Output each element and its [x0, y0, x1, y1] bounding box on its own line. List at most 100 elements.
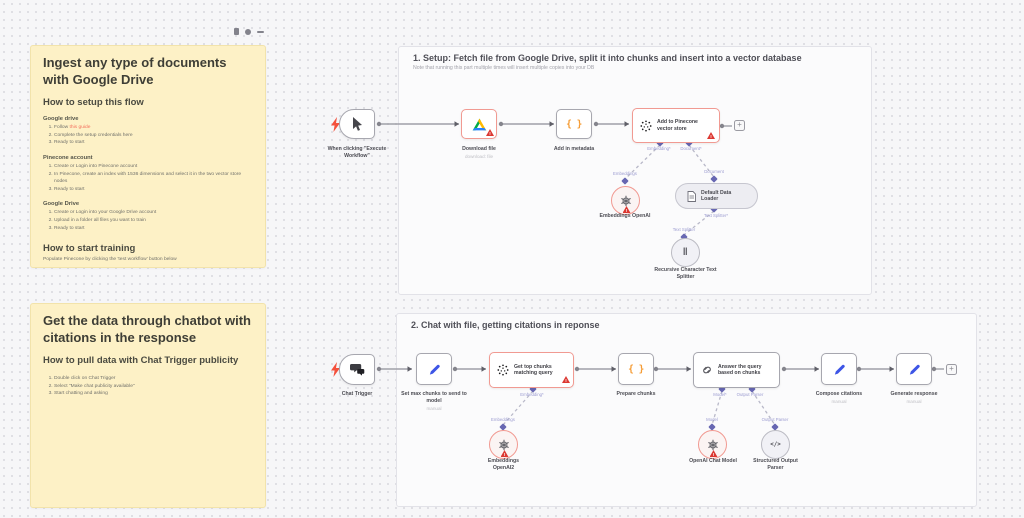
- add-node-button[interactable]: +: [734, 120, 745, 131]
- node-sublabel: download: file: [464, 154, 494, 160]
- pencil-icon: [834, 364, 845, 375]
- edit-icon[interactable]: [234, 28, 239, 35]
- node-sublabel: manual: [906, 399, 922, 405]
- braces-icon: { }: [628, 363, 644, 375]
- subnode-label: Structured Output Parser: [753, 457, 798, 471]
- subnode-default-data-loader[interactable]: Default Data Loader: [675, 183, 758, 209]
- sticky-note-ingest[interactable]: Ingest any type of documents with Google…: [30, 45, 266, 268]
- node-label: Set max chunks to send to model manual: [394, 391, 474, 412]
- sticky-title: Ingest any type of documents with Google…: [43, 55, 227, 87]
- pencil-icon: [909, 364, 920, 375]
- node-chat-trigger[interactable]: [339, 354, 375, 385]
- port-label-document: Document*: [680, 146, 702, 151]
- plus-icon: +: [949, 364, 954, 373]
- list-item: In Pinecone, create an index with 1536 d…: [54, 171, 253, 186]
- split-bars-icon: ‖: [682, 247, 689, 258]
- cursor-icon: [353, 117, 362, 131]
- subnode-label: Embeddings OpenAI2: [487, 457, 520, 471]
- subnode-embeddings-openai2[interactable]: [489, 430, 518, 459]
- section-frame-setup[interactable]: 1. Setup: Fetch file from Google Drive, …: [398, 46, 872, 295]
- node-compose-citations[interactable]: [821, 353, 857, 385]
- port-label-embedding: Embedding*: [647, 146, 671, 151]
- trigger-bolt-icon: [331, 362, 340, 377]
- warning-icon: [486, 129, 494, 136]
- openai-icon: [498, 439, 509, 450]
- node-label: Prepare chunks: [616, 391, 656, 397]
- pinecone-icon: [497, 364, 509, 376]
- subnode-structured-output-parser[interactable]: </>: [761, 430, 790, 459]
- palette-icon[interactable]: [245, 28, 251, 35]
- google-drive-icon: [472, 118, 486, 130]
- node-add-metadata[interactable]: { }: [556, 109, 592, 139]
- node-generate-response[interactable]: [896, 353, 932, 385]
- port-label-embedding: Embedding*: [520, 392, 544, 397]
- node-label: Add in metadata: [553, 146, 595, 152]
- sticky-heading: How to setup this flow: [43, 97, 144, 109]
- sticky-toolbar: [234, 28, 264, 35]
- warning-icon: [707, 132, 715, 139]
- list-item: Follow this guide: [54, 124, 253, 132]
- warning-icon: [622, 206, 631, 213]
- warning-icon: [562, 376, 570, 383]
- openai-icon: [620, 195, 631, 206]
- node-download-file[interactable]: [461, 109, 497, 139]
- add-node-button[interactable]: +: [946, 364, 957, 375]
- subnode-openai-chat-model[interactable]: [698, 430, 727, 459]
- node-prepare-chunks[interactable]: { }: [618, 353, 654, 385]
- port-label-embeddings: Embeddings: [491, 417, 515, 422]
- port-label-text-splitter: Text Splitter: [672, 226, 696, 232]
- list-item: Double click on Chat Trigger: [54, 375, 253, 383]
- port-label-model: Model: [706, 417, 718, 422]
- port-label-text-splitter: Text Splitter*: [703, 212, 729, 218]
- subnode-embeddings-openai[interactable]: [611, 186, 640, 215]
- node-pinecone-query[interactable]: Get top chunks matching query: [489, 352, 574, 388]
- list-item: Select "Make chat publicity available": [54, 383, 253, 391]
- pinecone-icon: [640, 119, 652, 132]
- list-item: Ready to start: [54, 139, 253, 147]
- list-item: Upload in a folder all files you want to…: [54, 217, 253, 225]
- list-item: Ready to start: [54, 225, 253, 233]
- port-label-model: Model*: [713, 392, 727, 397]
- braces-icon: { }: [566, 118, 582, 130]
- list-item: Start chatting and asking: [54, 390, 253, 398]
- sticky-heading: How to pull data with Chat Trigger publi…: [43, 355, 239, 367]
- subnode-text-splitter[interactable]: ‖: [671, 238, 700, 267]
- subnode-label: OpenAI Chat Model: [689, 457, 737, 464]
- setup-group: Pinecone account Create or Login into Pi…: [43, 155, 253, 193]
- warning-icon: [500, 450, 509, 457]
- guide-link[interactable]: this guide: [69, 125, 91, 131]
- setup-group: Google drive Follow this guide Complete …: [43, 116, 253, 147]
- list-item: Ready to start: [54, 186, 253, 194]
- file-icon: [687, 190, 696, 202]
- group-title: Pinecone account: [43, 155, 93, 162]
- list-item: Create or Login into Pinecone account: [54, 163, 253, 171]
- node-set-max-chunks[interactable]: [416, 353, 452, 385]
- node-label: When clicking "Execute Workflow": [327, 146, 387, 160]
- sticky-note-chatbot[interactable]: Get the data through chatbot with citati…: [30, 303, 266, 508]
- node-pinecone-insert[interactable]: Add to Pinecone vector store: [632, 108, 720, 143]
- port-label-output-parser: Output Parser: [761, 417, 789, 422]
- section-frame-chat[interactable]: 2. Chat with file, getting citations in …: [396, 313, 977, 507]
- node-manual-trigger[interactable]: [339, 109, 375, 139]
- group-title: Google Drive: [43, 201, 80, 208]
- node-sublabel: manual: [831, 399, 847, 405]
- trigger-bolt-icon: [331, 117, 340, 132]
- section-title: 2. Chat with file, getting citations in …: [411, 320, 600, 330]
- subnode-label: Recursive Character Text Splitter: [654, 266, 717, 280]
- port-label-embeddings: Embeddings: [613, 170, 637, 176]
- node-answer-query[interactable]: Answer the query based on chunks: [693, 352, 780, 388]
- sticky-heading: How to start training: [43, 243, 136, 255]
- chat-bubbles-icon: [349, 364, 364, 376]
- plus-icon: +: [737, 120, 742, 129]
- subnode-label: Embeddings OpenAI: [599, 212, 651, 219]
- list-item: Create or Login into your Google Drive a…: [54, 209, 253, 217]
- section-note: Note that running this part multiple tim…: [413, 65, 595, 71]
- warning-icon: [709, 450, 718, 457]
- port-label-document: Document: [704, 168, 724, 174]
- setup-group: Google Drive Create or Login into your G…: [43, 201, 253, 232]
- pencil-icon: [429, 364, 440, 375]
- list-item: Complete the setup credentials here: [54, 132, 253, 140]
- more-icon[interactable]: [257, 30, 264, 33]
- node-sublabel: manual: [426, 406, 442, 412]
